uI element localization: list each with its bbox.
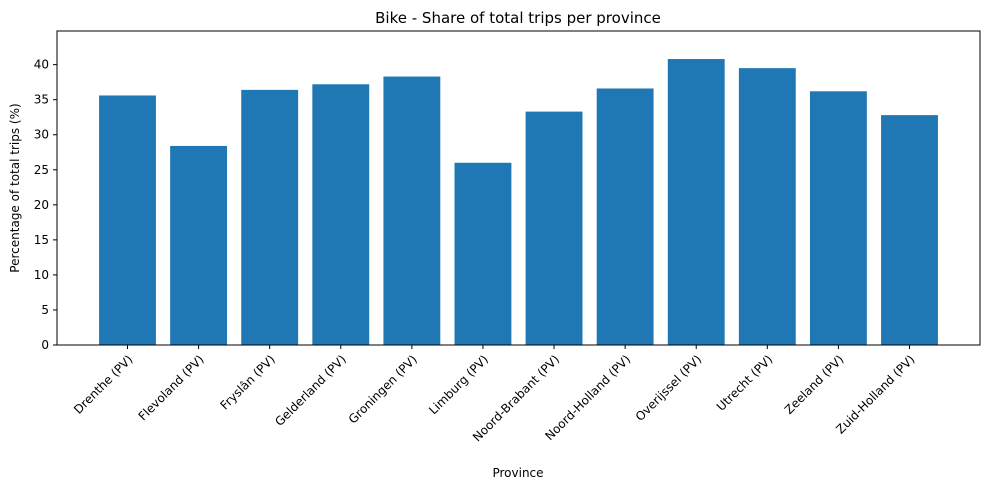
y-axis-label: Percentage of total trips (%) <box>8 103 22 272</box>
y-axis: 0 5 10 15 20 25 30 35 40 <box>34 58 57 352</box>
bar <box>99 95 156 345</box>
x-tick-label: Limburg (PV) <box>426 352 491 417</box>
y-tick-label: 10 <box>34 268 49 282</box>
y-tick-label: 25 <box>34 163 49 177</box>
y-tick-label: 40 <box>34 58 49 72</box>
bar <box>383 76 441 345</box>
plot-frame <box>56 30 981 346</box>
bar <box>170 145 228 345</box>
y-tick-label: 30 <box>34 128 49 142</box>
bar <box>525 111 583 345</box>
bar <box>241 89 299 346</box>
y-tick-label: 5 <box>41 303 49 317</box>
bar <box>738 68 796 346</box>
x-tick-label: Zeeland (PV) <box>782 352 847 417</box>
bar <box>454 162 512 345</box>
bars-group <box>99 59 938 346</box>
x-tick-label: Fryslân (PV) <box>218 352 278 412</box>
bar <box>881 115 938 345</box>
y-tick-label: 20 <box>34 198 49 212</box>
x-tick-label: Groningen (PV) <box>346 352 420 426</box>
bar <box>312 84 370 346</box>
bar <box>809 91 867 345</box>
y-tick-label: 15 <box>34 233 49 247</box>
x-tick-label: Flevoland (PV) <box>136 352 207 423</box>
x-axis-label: Province <box>492 466 543 480</box>
x-axis: Drenthe (PV) Flevoland (PV) Fryslân (PV)Ge… <box>71 345 918 444</box>
x-tick-label: Gelderland (PV) <box>272 352 349 429</box>
y-tick-label: 35 <box>34 93 49 107</box>
x-tick-label: Overijssel (PV) <box>633 352 705 424</box>
x-tick-label: Utrecht (PV) <box>714 352 776 414</box>
bar <box>667 59 725 345</box>
x-tick-label: Drenthe (PV) <box>71 352 136 417</box>
chart-title: Bike - Share of total trips per province <box>375 9 661 27</box>
x-tick-label: Zuid-Holland (PV) <box>833 352 917 436</box>
bar <box>596 88 654 345</box>
y-tick-label: 0 <box>41 338 49 352</box>
